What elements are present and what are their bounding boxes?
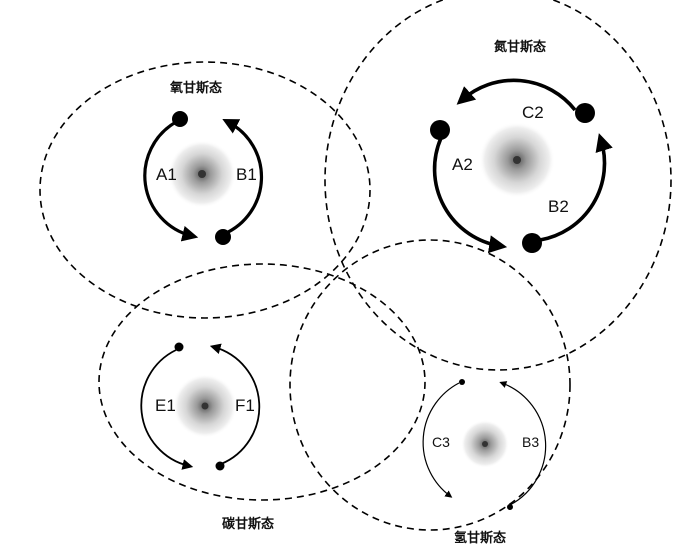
hydrogen-electron-bottom xyxy=(507,504,513,510)
label-c2: C2 xyxy=(522,103,544,122)
oxygen-atom: A1 B1 xyxy=(143,111,264,245)
label-a2: A2 xyxy=(452,155,473,174)
nitrogen-region-title: 氮甘斯态 xyxy=(494,39,546,55)
carbon-region-title: 碳甘斯态 xyxy=(222,516,274,532)
label-b1: B1 xyxy=(236,165,257,184)
hydrogen-region-title: 氢甘斯态 xyxy=(454,530,506,546)
nitrogen-electron-bottom xyxy=(522,233,542,253)
label-b3: B3 xyxy=(522,434,539,450)
hydrogen-left-orbit-arrow xyxy=(422,382,460,498)
nitrogen-electron-left xyxy=(430,120,450,140)
nitrogen-left-orbit-arrow xyxy=(432,137,508,254)
carbon-atom: E1 F1 xyxy=(140,342,261,471)
carbon-right-orbit-arrow xyxy=(209,343,261,465)
nitrogen-electron-upper-right xyxy=(575,103,595,123)
label-c3: C3 xyxy=(432,434,450,450)
oxygen-right-orbit-arrow xyxy=(222,119,264,236)
oxygen-left-orbit-arrow xyxy=(143,120,199,242)
hydrogen-atom: C3 B3 xyxy=(422,379,547,510)
label-f1: F1 xyxy=(235,396,255,415)
oxygen-electron-top xyxy=(172,111,188,127)
oxygen-electron-bottom xyxy=(215,229,231,245)
label-a1: A1 xyxy=(156,165,177,184)
label-b2: B2 xyxy=(548,197,569,216)
label-e1: E1 xyxy=(155,396,176,415)
hydrogen-right-orbit-arrow xyxy=(499,381,547,506)
carbon-region-boundary xyxy=(98,263,426,501)
carbon-electron-top xyxy=(174,342,184,352)
carbon-electron-bottom xyxy=(215,461,225,471)
oxygen-region-title: 氧甘斯态 xyxy=(169,80,222,96)
oxygen-region-boundary xyxy=(39,61,371,319)
nitrogen-region-boundary xyxy=(324,0,672,371)
hydrogen-electron-top xyxy=(459,379,465,385)
nitrogen-atom: A2 C2 B2 xyxy=(430,78,613,254)
hydrogen-region-boundary xyxy=(289,239,571,531)
carbon-left-orbit-arrow xyxy=(140,349,194,470)
nitrogen-right-orbit-arrow xyxy=(539,133,613,242)
nitrogen-top-orbit-arrow xyxy=(456,78,577,112)
